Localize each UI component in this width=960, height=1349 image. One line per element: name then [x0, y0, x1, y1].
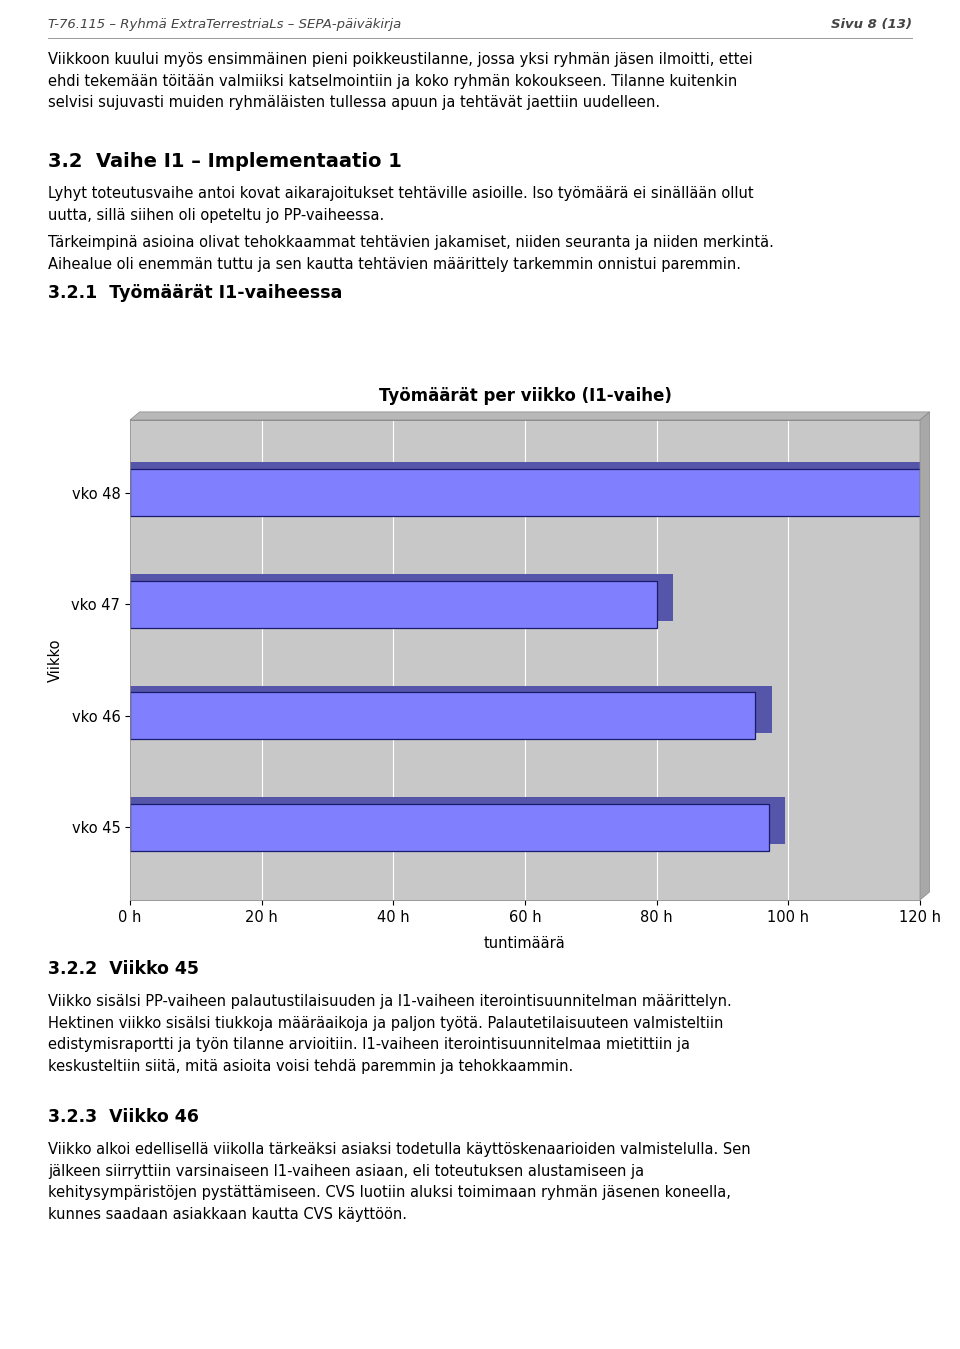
- Text: Sivu 8 (13): Sivu 8 (13): [831, 18, 912, 31]
- FancyBboxPatch shape: [130, 797, 785, 844]
- FancyBboxPatch shape: [130, 804, 769, 851]
- FancyBboxPatch shape: [130, 685, 772, 733]
- FancyBboxPatch shape: [130, 692, 756, 739]
- FancyBboxPatch shape: [130, 463, 936, 510]
- Text: 3.2.1  Työmäärät I1-vaiheessa: 3.2.1 Työmäärät I1-vaiheessa: [48, 285, 343, 302]
- Text: Viikkoon kuului myös ensimmäinen pieni poikkeustilanne, jossa yksi ryhmän jäsen : Viikkoon kuului myös ensimmäinen pieni p…: [48, 53, 753, 111]
- FancyBboxPatch shape: [130, 575, 673, 621]
- FancyBboxPatch shape: [130, 469, 920, 517]
- X-axis label: tuntimäärä: tuntimäärä: [484, 936, 565, 951]
- Text: Tärkeimpinä asioina olivat tehokkaammat tehtävien jakamiset, niiden seuranta ja : Tärkeimpinä asioina olivat tehokkaammat …: [48, 235, 774, 271]
- Text: 3.2.3  Viikko 46: 3.2.3 Viikko 46: [48, 1108, 199, 1126]
- Text: Viikko alkoi edellisellä viikolla tärkeäksi asiaksi todetulla käyttöskenaarioide: Viikko alkoi edellisellä viikolla tärkeä…: [48, 1143, 751, 1222]
- FancyBboxPatch shape: [130, 580, 657, 627]
- Text: Lyhyt toteutusvaihe antoi kovat aikarajoitukset tehtäville asioille. Iso työmäär: Lyhyt toteutusvaihe antoi kovat aikarajo…: [48, 186, 754, 223]
- Text: Viikko sisälsi PP-vaiheen palautustilaisuuden ja I1-vaiheen iterointisuunnitelma: Viikko sisälsi PP-vaiheen palautustilais…: [48, 994, 732, 1074]
- Title: Työmäärät per viikko (I1-vaihe): Työmäärät per viikko (I1-vaihe): [378, 387, 671, 405]
- Text: T-76.115 – Ryhmä ExtraTerrestriaLs – SEPA-päiväkirja: T-76.115 – Ryhmä ExtraTerrestriaLs – SEP…: [48, 18, 401, 31]
- Text: 3.2  Vaihe I1 – Implementaatio 1: 3.2 Vaihe I1 – Implementaatio 1: [48, 152, 402, 171]
- Text: 3.2.2  Viikko 45: 3.2.2 Viikko 45: [48, 960, 199, 978]
- Y-axis label: Viikko: Viikko: [48, 638, 63, 681]
